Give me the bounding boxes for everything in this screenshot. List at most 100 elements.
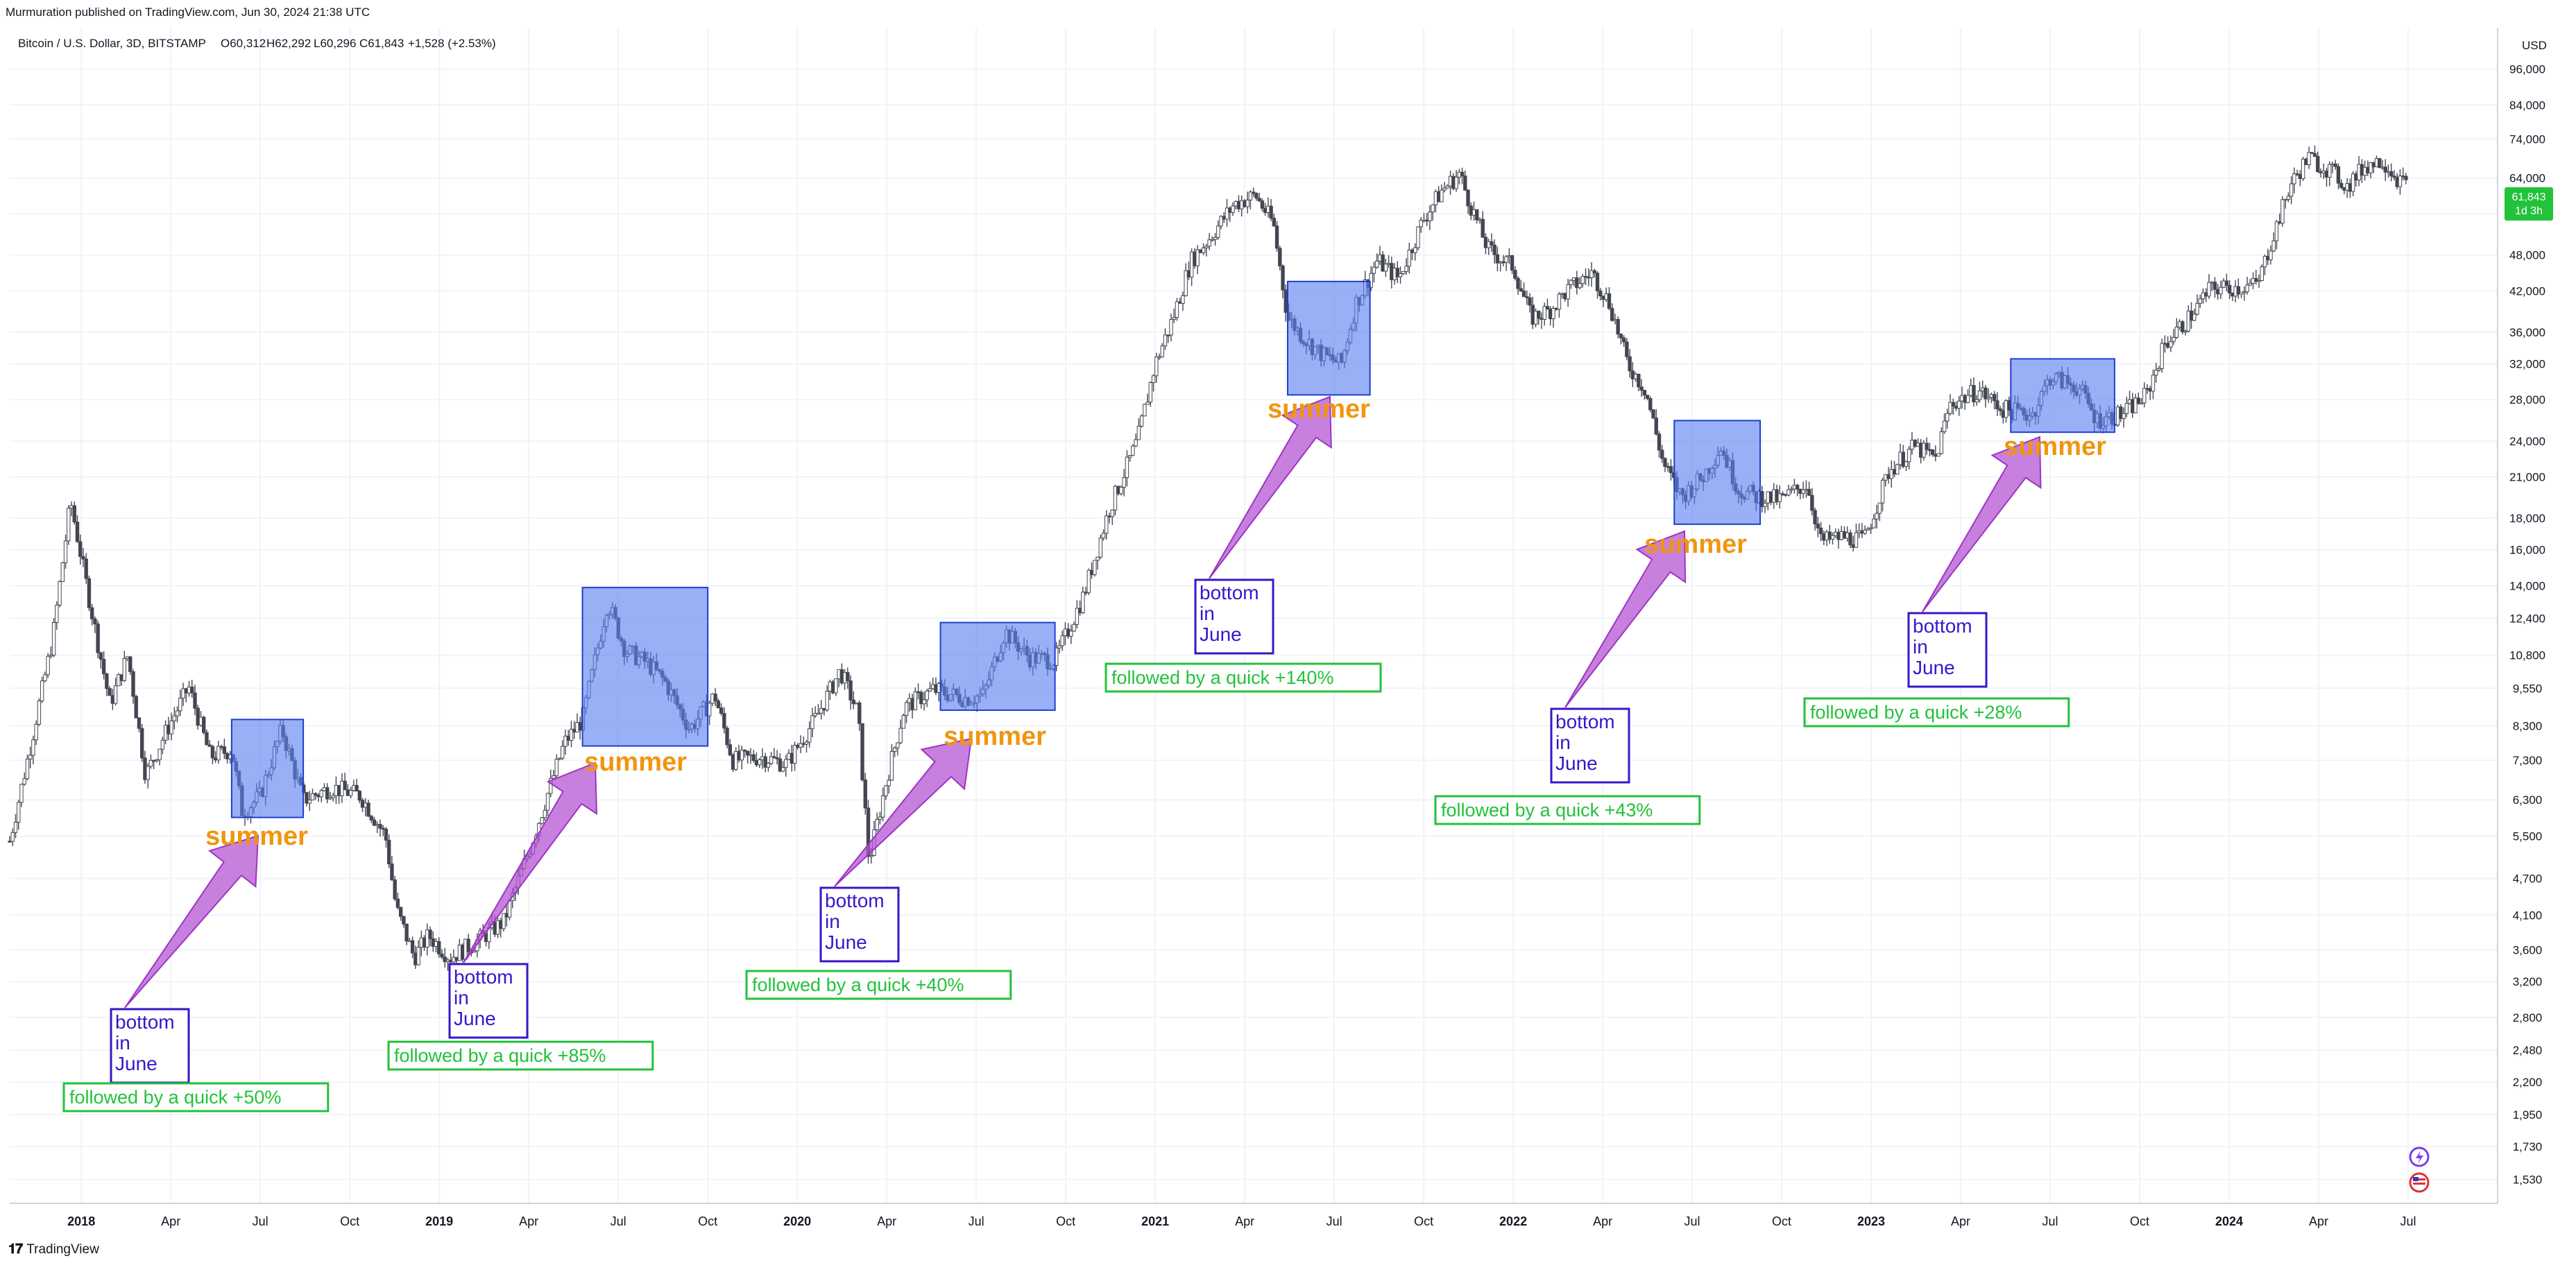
candle-body (1442, 187, 1447, 191)
price-tick-label: 2,480 (2513, 1044, 2543, 1057)
price-tick-label: 1,950 (2513, 1108, 2543, 1122)
candle-body (554, 759, 558, 776)
candle-body (99, 652, 103, 660)
candle-body (846, 672, 850, 682)
candle-body (734, 750, 738, 770)
followed-box (1104, 662, 1382, 693)
bottom-in-june-label: bottom (115, 1011, 175, 1033)
candle-body (2286, 196, 2291, 200)
candle-body (1257, 198, 1261, 202)
candle-body (2174, 327, 2179, 338)
time-tick-label: Jul (253, 1214, 268, 1228)
candle-body (190, 687, 194, 694)
candle-body (1260, 200, 1265, 209)
candle-body (314, 793, 318, 796)
candle-body (1575, 277, 1579, 289)
candle-body (331, 795, 335, 798)
candle-body (1818, 527, 1823, 535)
candle-body (1528, 297, 1532, 306)
candle-body (799, 743, 803, 748)
candle-body (2301, 158, 2305, 180)
bottom-in-june-label: bottom (454, 966, 513, 988)
currency-label[interactable]: USD (2522, 39, 2547, 52)
candle-body (1374, 260, 1379, 268)
price-tick-label: 18,000 (2509, 512, 2545, 525)
candle-body (1592, 270, 1596, 274)
candle-body (1127, 455, 1132, 458)
candle-body (2160, 343, 2164, 369)
candle-body (2271, 240, 2276, 252)
candle-body (1872, 518, 1876, 529)
time-tick-label: Apr (1951, 1214, 1970, 1228)
candle-body (1283, 289, 1288, 313)
candle-body (1166, 334, 1170, 336)
candle-body (369, 816, 373, 820)
footer-brand[interactable]: 𝟏𝟕 TradingView (8, 1241, 99, 1257)
candle-body (395, 898, 400, 908)
candle-body (2310, 152, 2314, 154)
candle-body (372, 819, 377, 826)
candle-body (1516, 277, 1520, 289)
time-tick-label: 2023 (1857, 1214, 1885, 1228)
candle-body (1525, 296, 1529, 298)
candle-body (1148, 382, 1153, 403)
summer-label: summer (205, 822, 308, 851)
candle-body (1254, 193, 1259, 199)
candle-body (1175, 301, 1179, 318)
candle-body (925, 690, 929, 701)
candle-body (1936, 453, 1940, 457)
candle-body (1075, 608, 1080, 625)
candle-body (181, 688, 185, 699)
candle-body (1595, 273, 1600, 291)
candle-body (1251, 191, 1256, 194)
candle-body (1122, 477, 1126, 488)
candle-body (1101, 533, 1106, 539)
candle-body (1537, 310, 1541, 319)
close-value: C61,843 (359, 37, 404, 50)
candle-body (310, 793, 315, 800)
candle-body (378, 824, 382, 829)
candle-body (2207, 282, 2211, 297)
candle-body (443, 956, 447, 963)
bottom-in-june-label: in (1200, 603, 1215, 624)
candle-body (1945, 413, 1950, 422)
candle-body (742, 750, 747, 752)
time-tick-label: Oct (2130, 1214, 2149, 1228)
followed-label: followed by a quick +40% (752, 974, 964, 995)
symbol-label: Bitcoin / U.S. Dollar, 3D, BITSTAMP (18, 37, 206, 50)
candle-body (1154, 356, 1159, 377)
price-tick-label: 84,000 (2509, 98, 2545, 112)
candle-body (2172, 336, 2176, 342)
candle-body (869, 855, 873, 857)
candle-body (1984, 387, 1988, 399)
price-tick-label: 32,000 (2509, 358, 2545, 371)
price-tick-label: 14,000 (2509, 579, 2545, 592)
candle-body (207, 744, 212, 747)
candle-body (549, 777, 553, 794)
candle-body (307, 799, 312, 804)
candle-body (1372, 266, 1376, 274)
candle-body (781, 767, 785, 772)
candle-body (305, 792, 309, 804)
open-value: O60,312 (221, 37, 266, 50)
price-tick-label: 16,000 (2509, 544, 2545, 557)
candle-body (1086, 569, 1091, 593)
candle-body (1404, 266, 1408, 272)
time-tick-label: Apr (519, 1214, 538, 1228)
rally-arrow (1564, 530, 1687, 708)
candle-body (51, 621, 56, 656)
candle-body (2289, 183, 2294, 197)
tradingview-brand: TradingView (26, 1241, 99, 1257)
candle-body (2312, 153, 2317, 157)
time-tick-label: Jul (611, 1214, 626, 1228)
us-flag-icon[interactable] (2409, 1172, 2430, 1193)
candle-body (17, 802, 21, 823)
candle-body (1383, 264, 1388, 272)
candle-body (804, 741, 809, 745)
bottom-in-june-label: June (1555, 753, 1598, 774)
followed-box (1803, 697, 2070, 728)
candle-body (2227, 284, 2232, 293)
bolt-icon[interactable] (2409, 1146, 2430, 1167)
candle-body (810, 715, 814, 730)
